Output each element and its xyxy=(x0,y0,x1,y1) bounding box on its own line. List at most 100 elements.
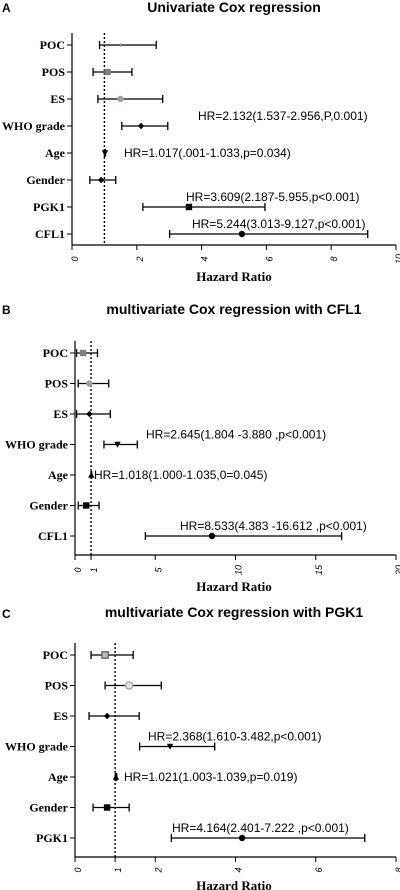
forest-row: Gender xyxy=(29,499,100,513)
forest-row: CFL1 HR=5.244(3.013-9.127,p<0.001) xyxy=(35,217,369,241)
row-label: WHO grade xyxy=(5,740,69,754)
forest-row: POC xyxy=(43,346,99,360)
x-tick-label: 1 xyxy=(89,567,99,572)
x-tick-label: 5 xyxy=(153,567,163,573)
forest-row: ES xyxy=(53,407,111,421)
hr-annotation: HR=2.645(1.804 -3.880 ,p<0.001) xyxy=(146,428,326,442)
forest-row: POC xyxy=(43,648,134,662)
hr-point-marker xyxy=(208,532,216,540)
x-tick-label: 4 xyxy=(200,256,210,261)
hr-point-marker xyxy=(166,743,174,750)
forest-row: POS xyxy=(42,65,133,79)
row-label: CFL1 xyxy=(38,529,68,543)
forest-row: Age HR=1.021(1.003-1.039,p=0.019) xyxy=(48,770,297,784)
forest-panel-a: A Univariate Cox regression 0 2 4 6 8 10 POC POS E… xyxy=(2,0,400,284)
hr-point-marker xyxy=(185,203,193,211)
row-label: WHO grade xyxy=(5,438,69,452)
row-label: Gender xyxy=(29,801,68,815)
x-tick-label: 1 xyxy=(113,867,123,872)
hr-point-marker xyxy=(124,681,134,690)
row-label: POC xyxy=(40,38,65,52)
hr-point-marker xyxy=(101,150,109,157)
forest-row: Age HR=1.018(1.000-1.035,0=0.045) xyxy=(48,468,267,482)
forest-row: WHO grade HR=2.368(1.610-3.482,p<0.001) xyxy=(5,730,321,754)
panel-letter: C xyxy=(2,607,11,621)
row-label: POC xyxy=(43,346,68,360)
hr-point-marker xyxy=(86,410,93,418)
hr-point-marker xyxy=(117,95,124,103)
hr-annotation: HR=8.533(4.383 -16.612 ,p<0.001) xyxy=(180,519,367,533)
x-axis-title: Hazard Ratio xyxy=(196,878,271,890)
hr-annotation: HR=5.244(3.013-9.127,p<0.001) xyxy=(192,217,365,231)
x-tick-label: 6 xyxy=(314,867,324,872)
panel-letter: A xyxy=(2,1,11,15)
row-label: POS xyxy=(45,679,69,693)
forest-row: Age HR=1.017(.001-1.033,p=0.034) xyxy=(45,146,291,160)
hr-annotation: HR=2.368(1.610-3.482,p<0.001) xyxy=(148,730,321,744)
forest-row: Gender xyxy=(26,173,117,187)
hr-point-marker xyxy=(112,773,120,780)
panel-letter: B xyxy=(2,303,11,317)
forest-row: POS xyxy=(45,377,110,391)
hr-annotation: HR=3.609(2.187-5.955,p<0.001) xyxy=(186,190,359,204)
panel-title: multivariate Cox regression with CFL1 xyxy=(106,301,361,317)
forest-row: WHO grade HR=2.132(1.537-2.956,P,0.001) xyxy=(2,109,368,133)
hr-annotation: HR=4.164(2.401-7.222 ,p<0.001) xyxy=(172,821,349,835)
row-label: POC xyxy=(43,648,68,662)
forest-row: ES xyxy=(53,709,140,723)
row-label: Age xyxy=(45,146,66,160)
hr-point-marker xyxy=(238,834,246,842)
row-label: POS xyxy=(45,377,69,391)
hr-point-marker xyxy=(104,68,111,76)
hr-point-marker xyxy=(103,804,111,811)
x-tick-label: 10 xyxy=(234,565,244,575)
hr-point-marker xyxy=(238,230,246,238)
hr-annotation: HR=2.132(1.537-2.956,P,0.001) xyxy=(198,109,368,123)
hr-annotation: HR=1.018(1.000-1.035,0=0.045) xyxy=(94,468,267,482)
hr-point-marker xyxy=(86,380,93,387)
x-tick-label: 6 xyxy=(264,256,274,261)
x-tick-label: 0 xyxy=(73,867,83,872)
x-tick-label: 0 xyxy=(73,567,83,572)
x-tick-label: 10 xyxy=(394,254,400,264)
forest-row: WHO grade HR=2.645(1.804 -3.880 ,p<0.001) xyxy=(5,428,326,452)
panel-title: multivariate Cox regression with PGK1 xyxy=(105,604,364,620)
forest-row: PGK1 HR=4.164(2.401-7.222 ,p<0.001) xyxy=(36,821,366,845)
hr-annotation: HR=1.021(1.003-1.039,p=0.019) xyxy=(124,770,297,784)
row-label: Age xyxy=(48,770,69,784)
row-label: WHO grade xyxy=(2,119,66,133)
hr-point-marker xyxy=(88,471,95,478)
hr-annotation: HR=1.017(.001-1.033,p=0.034) xyxy=(124,146,291,160)
row-label: ES xyxy=(53,709,68,723)
x-tick-label: 2 xyxy=(135,256,145,262)
row-label: ES xyxy=(50,92,65,106)
forest-row: POC xyxy=(40,38,157,52)
forest-row: POS xyxy=(45,679,162,693)
hr-point-marker xyxy=(101,651,109,659)
row-label: PGK1 xyxy=(33,200,65,214)
hr-point-marker xyxy=(83,502,90,509)
row-label: Gender xyxy=(29,499,68,513)
forest-row: CFL1 HR=8.533(4.383 -16.612 ,p<0.001) xyxy=(38,519,367,543)
hr-point-marker xyxy=(103,712,111,720)
hr-point-marker xyxy=(97,176,105,184)
x-tick-label: 0 xyxy=(70,256,80,261)
x-tick-label: 15 xyxy=(314,564,324,575)
x-tick-label: 2 xyxy=(153,867,163,873)
row-label: POS xyxy=(42,65,66,79)
x-axis-title: Hazard Ratio xyxy=(196,269,271,284)
forest-row: Gender xyxy=(29,801,130,815)
hr-point-marker xyxy=(137,122,145,130)
forest-row: PGK1 HR=3.609(2.187-5.955,p<0.001) xyxy=(33,190,359,214)
row-label: CFL1 xyxy=(35,227,65,241)
forest-row: ES xyxy=(50,92,164,106)
x-tick-label: 4 xyxy=(234,867,244,872)
hr-point-marker xyxy=(114,441,121,448)
x-tick-label: 8 xyxy=(329,256,339,261)
row-label: Age xyxy=(48,468,69,482)
row-label: PGK1 xyxy=(36,831,68,845)
row-label: ES xyxy=(53,407,68,421)
